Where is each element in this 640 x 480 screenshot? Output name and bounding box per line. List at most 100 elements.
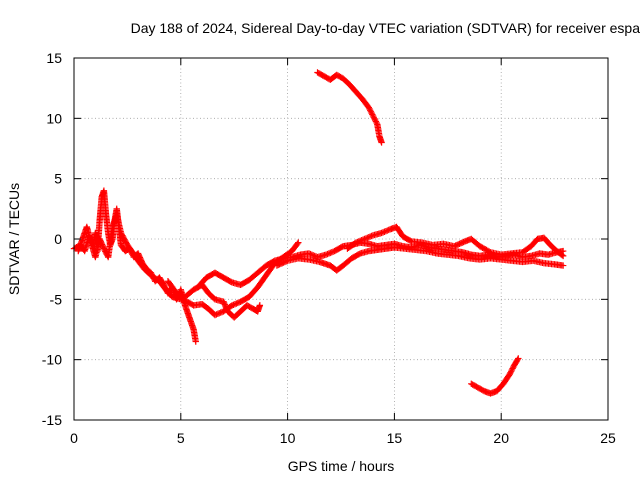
data-point [354, 238, 361, 246]
data-point [325, 250, 333, 257]
data-point [99, 242, 106, 250]
data-point [322, 251, 330, 258]
tick-labels: 0 5 10 15 20 25 -15 -10 -5 0 5 10 15 [42, 50, 616, 446]
data-point [379, 229, 387, 236]
data-point [509, 365, 516, 372]
ticks [73, 57, 609, 421]
data-point [220, 298, 227, 305]
data-point [359, 236, 367, 243]
data-point [508, 366, 516, 374]
x-tick-label: 15 [387, 430, 403, 446]
data-point [305, 250, 313, 257]
y-tick-label: -5 [50, 291, 63, 307]
data-point [352, 239, 360, 246]
data-point [371, 115, 378, 122]
data-point [213, 311, 220, 318]
data-point [221, 301, 228, 308]
series-trace-6 [344, 223, 567, 260]
data-point [230, 301, 237, 308]
data-point [217, 309, 224, 316]
data-point [97, 237, 104, 244]
data-point [222, 304, 230, 311]
data-point [174, 290, 182, 298]
data-point [559, 252, 567, 260]
data-point [369, 111, 376, 118]
series-trace-2 [75, 211, 302, 319]
data-point [355, 238, 362, 245]
data-point [222, 302, 229, 310]
data-point [369, 112, 377, 120]
data-point [514, 356, 521, 363]
data-point [367, 108, 375, 115]
data-point [361, 235, 368, 243]
data-point [231, 300, 239, 308]
series-trace-8 [468, 355, 522, 397]
data-point [364, 234, 371, 241]
data-point [308, 251, 316, 258]
data-point [515, 355, 522, 362]
data-point [368, 109, 375, 117]
data-point [228, 302, 236, 309]
y-axis-label: SDTVAR / TECUs [6, 183, 22, 295]
series-trace-5 [273, 244, 567, 274]
data-point [373, 119, 380, 127]
data-point [485, 248, 493, 255]
data-point [216, 310, 223, 317]
x-axis-label: GPS time / hours [288, 458, 395, 474]
data-point [97, 238, 105, 245]
data-point [366, 107, 374, 114]
data-point [366, 105, 373, 113]
x-tick-label: 20 [493, 430, 509, 446]
data-point [506, 370, 513, 378]
data-point [358, 237, 365, 244]
series-trace-7 [314, 69, 385, 146]
data-point [384, 227, 391, 234]
data-point [211, 311, 219, 319]
data-point [368, 232, 375, 240]
data-point [223, 305, 230, 312]
data-point [256, 302, 264, 309]
data-point [559, 262, 567, 269]
x-tick-label: 25 [600, 430, 616, 446]
y-tick-label: 15 [46, 50, 62, 66]
data-point [328, 249, 335, 256]
chart-title: Day 188 of 2024, Sidereal Day-to-day VTE… [131, 20, 640, 36]
data-point [96, 235, 103, 243]
series-layer [70, 69, 567, 397]
data-point [382, 227, 390, 235]
data-point [283, 258, 290, 265]
data-point [295, 239, 302, 246]
data-point [234, 299, 241, 307]
data-point [324, 250, 331, 258]
data-point [100, 245, 108, 252]
x-tick-label: 0 [70, 430, 78, 446]
data-point [381, 228, 388, 235]
data-point [233, 300, 240, 307]
data-point [378, 139, 385, 146]
y-tick-label: 10 [46, 110, 62, 126]
data-point [507, 369, 514, 376]
data-point [357, 237, 364, 245]
data-point [370, 114, 377, 121]
data-point [173, 290, 180, 297]
data-point [220, 299, 228, 307]
y-tick-label: -15 [42, 412, 62, 428]
data-point [294, 240, 301, 248]
data-point [307, 250, 314, 258]
data-point [378, 229, 385, 237]
data-point [558, 251, 566, 259]
data-point [371, 116, 379, 124]
data-point [372, 118, 380, 125]
data-point [407, 237, 414, 244]
data-point [365, 233, 372, 241]
data-point [192, 338, 199, 345]
y-tick-label: 0 [54, 231, 62, 247]
data-point [365, 104, 372, 111]
data-point [100, 244, 107, 251]
x-tick-label: 5 [177, 430, 185, 446]
data-point [98, 241, 106, 248]
y-tick-label: 5 [54, 171, 62, 187]
data-point [507, 368, 515, 375]
data-point [176, 291, 183, 298]
